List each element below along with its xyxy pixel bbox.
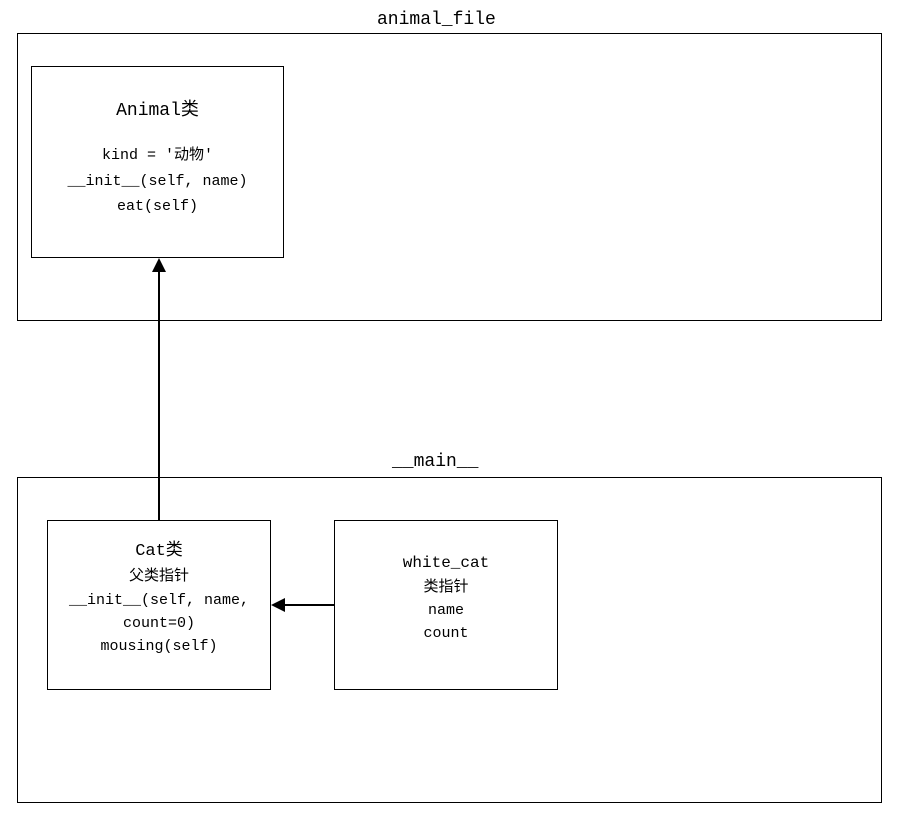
edge-whitecat-to-cat [0, 0, 904, 816]
